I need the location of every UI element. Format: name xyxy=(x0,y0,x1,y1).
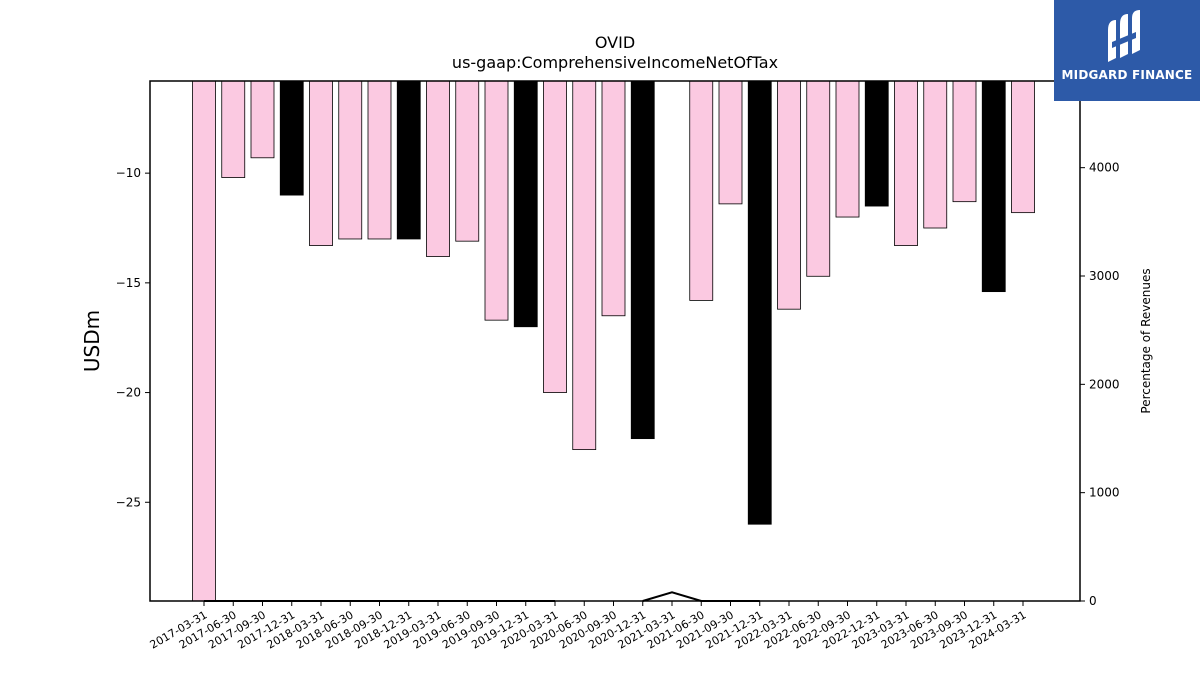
bar-2020-03-31 xyxy=(543,80,567,393)
bar-2023-12-31 xyxy=(981,80,1006,293)
y2-axis-label: Percentage of Revenues xyxy=(1139,268,1153,413)
bar-2021-12-31 xyxy=(747,80,772,525)
bar-2018-03-31 xyxy=(309,80,333,246)
bar-2021-06-30 xyxy=(689,80,714,301)
logo-text: MIDGARD FINANCE xyxy=(1061,68,1193,82)
bar-2019-12-31 xyxy=(513,80,538,328)
line-group xyxy=(204,591,760,602)
y2-tick-label: 4000 xyxy=(1089,161,1120,175)
chart-subtitle: us-gaap:ComprehensiveIncomeNetOfTax xyxy=(452,53,778,72)
bar-2017-06-30 xyxy=(221,80,246,178)
bar-2019-06-30 xyxy=(455,80,480,242)
y-tick-label: −25 xyxy=(116,495,141,509)
y-tick-label: −20 xyxy=(116,386,141,400)
y-tick-label: −15 xyxy=(116,276,141,290)
bar-2019-09-30 xyxy=(484,80,509,321)
bar-2018-12-31 xyxy=(396,80,421,240)
bar-2023-03-31 xyxy=(894,80,918,246)
y2-tick-label: 0 xyxy=(1089,594,1097,608)
bar-2023-06-30 xyxy=(923,80,948,229)
bar-2022-09-30 xyxy=(835,80,860,218)
bar-2019-03-31 xyxy=(426,80,450,257)
bar-2017-09-30 xyxy=(250,80,275,159)
x-axis-ticks: 2017-03-312017-06-302017-09-302017-12-31… xyxy=(148,601,1029,652)
bar-2018-09-30 xyxy=(367,80,392,240)
chart-title: OVID xyxy=(595,33,635,52)
bar-2017-03-31 xyxy=(192,80,216,602)
bars-group xyxy=(192,80,1035,602)
bar-2018-06-30 xyxy=(338,80,363,240)
bar-2022-06-30 xyxy=(806,80,831,277)
y2-axis-ticks: 0 1000 2000 3000 4000 xyxy=(1080,161,1120,608)
y2-tick-label: 3000 xyxy=(1089,269,1120,283)
y2-tick-label: 1000 xyxy=(1089,486,1120,500)
brand-logo: MIDGARD FINANCE xyxy=(1054,0,1200,101)
logo-mark-icon xyxy=(1108,10,1140,62)
line-series-segment-1 xyxy=(642,591,760,602)
bar-2024-03-31 xyxy=(1011,80,1035,214)
y2-tick-label: 2000 xyxy=(1089,377,1120,391)
bar-2022-12-31 xyxy=(864,80,889,207)
bar-2020-09-30 xyxy=(601,80,626,317)
y-tick-label: −10 xyxy=(116,166,141,180)
y-axis-ticks: −25 −20 −15 −10 xyxy=(116,166,150,509)
plot-frame xyxy=(149,80,1081,602)
bar-2017-12-31 xyxy=(279,80,304,196)
bar-2021-09-30 xyxy=(718,80,743,205)
bar-2020-12-31 xyxy=(630,80,655,440)
bar-2020-06-30 xyxy=(572,80,597,451)
bar-2023-09-30 xyxy=(952,80,977,203)
bar-2022-03-31 xyxy=(777,80,801,310)
y-axis-label: USDm xyxy=(80,310,104,372)
